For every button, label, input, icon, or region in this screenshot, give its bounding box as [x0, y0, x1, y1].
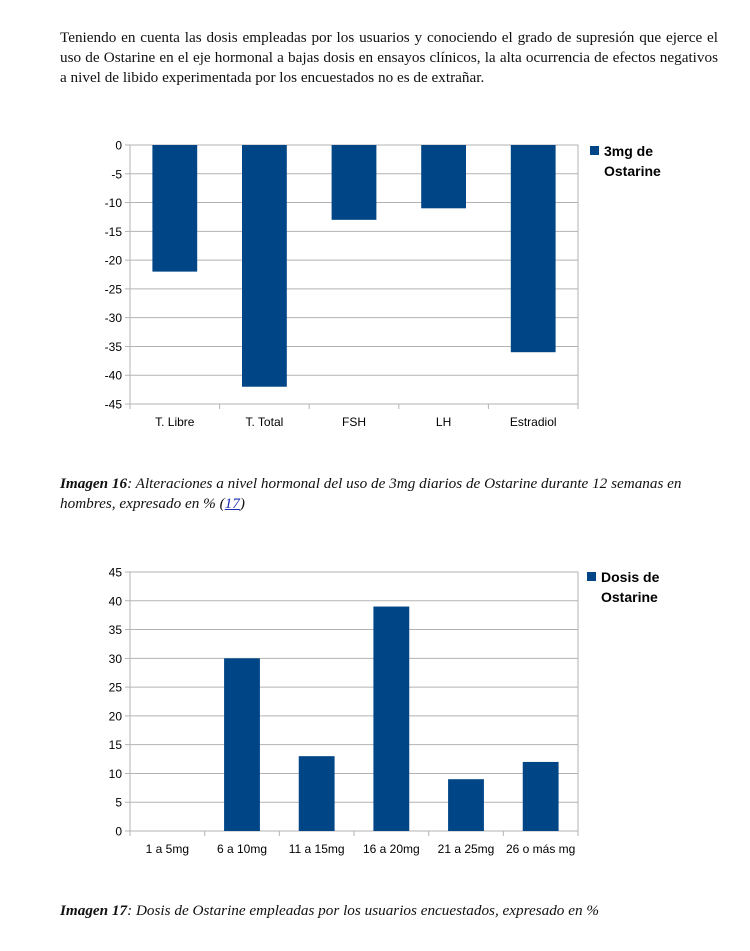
caption-label: Imagen 16 — [60, 475, 128, 492]
plot-frame — [129, 571, 579, 832]
x-tick-label: 16 a 20mg — [363, 842, 420, 856]
bar — [421, 145, 466, 209]
bar — [224, 658, 260, 831]
y-tick-label: 20 — [109, 709, 123, 723]
reference-link[interactable]: 17 — [224, 495, 240, 512]
y-tick-label: 10 — [109, 767, 123, 781]
bar — [448, 779, 484, 831]
bar — [373, 606, 410, 831]
bar — [152, 145, 198, 272]
y-tick-label: 0 — [115, 139, 122, 153]
hormonal-alterations-chart: 0 -5 -10 -15 -20 -25 -30 -35 -40 -45 T. Libre T. To… — [105, 139, 661, 430]
x-tick-label: 26 o más mg — [506, 842, 575, 856]
legend-swatch — [587, 572, 596, 581]
bar — [510, 145, 556, 353]
y-tick-label: 45 — [109, 566, 123, 580]
legend-label: Ostarine — [604, 163, 661, 179]
y-tick-label: -40 — [105, 369, 123, 383]
x-tick-label: 1 a 5mg — [146, 842, 189, 856]
y-tick-label: -15 — [105, 225, 123, 239]
caption-label: Imagen 17 — [60, 902, 128, 919]
bar — [298, 756, 335, 831]
caption-tail: ) — [239, 495, 245, 512]
y-tick-label: 30 — [109, 652, 123, 666]
bar — [242, 145, 287, 387]
caption-text: : Dosis de Ostarine empleadas por los us… — [127, 902, 599, 919]
y-tick-label: -30 — [105, 311, 123, 325]
body-paragraph: Teniendo en cuenta las dosis empleadas p… — [60, 29, 718, 86]
y-tick-label: -10 — [105, 196, 123, 210]
x-tick-label: 11 a 15mg — [289, 842, 345, 856]
x-tick-label: LH — [436, 415, 451, 429]
y-tick-label: 0 — [115, 825, 122, 839]
dosage-distribution-chart: 45 40 35 30 25 20 15 10 5 0 1 a 5mg 6 a 10mg 11 a 15… — [109, 566, 660, 857]
x-tick-label: FSH — [342, 415, 366, 429]
legend-label: Ostarine — [601, 589, 658, 605]
y-tick-label: -20 — [105, 254, 123, 268]
figure-caption-17: Imagen 17: Dosis de Ostarine empleadas p… — [60, 901, 718, 921]
x-tick-label: T. Total — [245, 415, 283, 429]
legend-label: Dosis de — [601, 569, 660, 585]
caption-text: : Alteraciones a nivel hormonal del uso … — [60, 475, 682, 512]
legend-swatch — [590, 146, 599, 155]
y-tick-label: 5 — [115, 796, 122, 810]
x-tick-label: 6 a 10mg — [217, 842, 267, 856]
x-tick-label: 21 a 25mg — [438, 842, 495, 856]
legend-label: 3mg de — [604, 143, 653, 159]
bar — [331, 145, 377, 220]
x-tick-label: Estradiol — [510, 415, 557, 429]
y-tick-label: -35 — [105, 340, 123, 354]
y-tick-label: 35 — [109, 623, 123, 637]
y-tick-label: 40 — [109, 594, 123, 608]
y-tick-label: 25 — [109, 681, 123, 695]
figure-caption-16: Imagen 16: Alteraciones a nivel hormonal… — [60, 474, 718, 514]
bar — [522, 761, 559, 831]
y-tick-label: -45 — [105, 398, 123, 412]
x-tick-label: T. Libre — [155, 415, 195, 429]
y-tick-label: -25 — [105, 282, 123, 296]
y-tick-label: -5 — [111, 167, 122, 181]
y-tick-label: 15 — [109, 738, 123, 752]
